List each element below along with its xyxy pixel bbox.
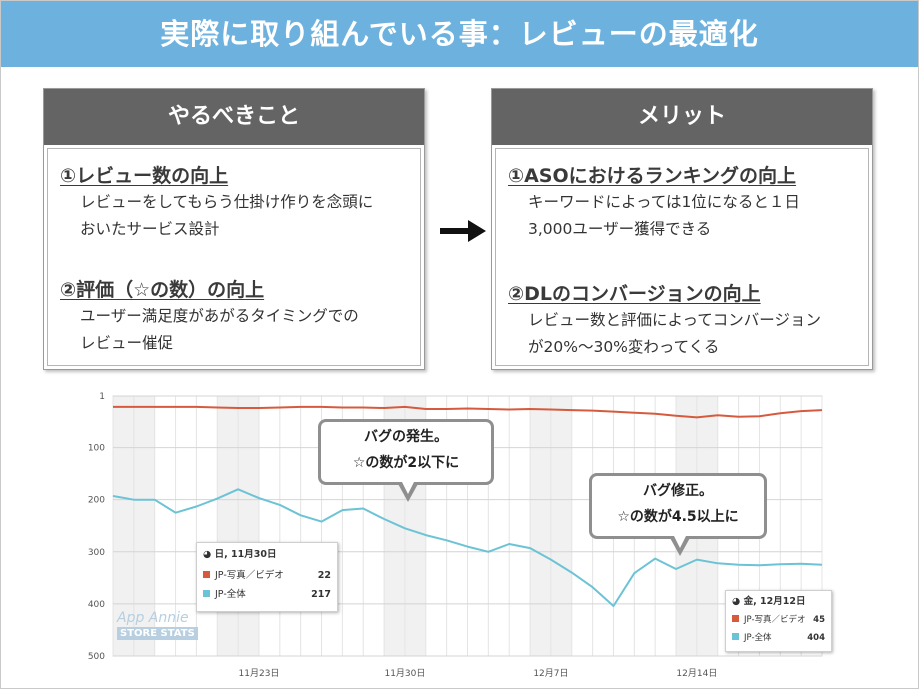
- app-annie-watermark: App Annie STORE STATS: [117, 610, 198, 640]
- tooltip-2-label-all: JP-全体: [744, 633, 772, 643]
- slide-title: 実際に取り組んでいる事：レビューの最適化: [1, 1, 918, 67]
- x-tick-label: 12月14日: [676, 668, 717, 679]
- tooltip-1-label-all: JP-全体: [215, 589, 246, 600]
- right-arrow-icon: [440, 220, 486, 246]
- merit-item-2-title: ②DLのコンバージョンの向上: [508, 283, 761, 305]
- y-tick-label: 200: [88, 496, 105, 506]
- y-tick-label: 500: [88, 652, 105, 662]
- x-tick-label: 11月23日: [239, 668, 280, 679]
- todo-panel-body: ①レビュー数の向上 レビューをしてもらう仕掛け作りを念頭に おいたサービス設計 …: [47, 148, 421, 366]
- clock-icon: ◕: [732, 596, 741, 607]
- tooltip-2-row-photo: JP-写真／ビデオ 45: [732, 613, 825, 627]
- x-tick-label: 11月30日: [384, 668, 425, 679]
- watermark-line1: App Annie: [117, 610, 189, 626]
- merit-item-1-title: ①ASOにおけるランキングの向上: [508, 165, 797, 187]
- merit-item-1-desc: キーワードによっては1位になると１日 3,000ユーザー獲得できる: [528, 193, 800, 238]
- callout-1-line2: ☆の数が2以下に: [352, 455, 460, 471]
- tooltip-2-date: 金, 12月12日: [743, 596, 806, 607]
- x-tick-label: 12月7日: [533, 668, 568, 679]
- todo-item-2-title: ②評価（☆の数）の向上: [60, 279, 265, 301]
- todo-item-1-desc: レビューをしてもらう仕掛け作りを念頭に おいたサービス設計: [80, 193, 374, 238]
- tooltip-1-label-photo: JP-写真／ビデオ: [215, 570, 284, 581]
- todo-panel-title: やるべきこと: [44, 89, 424, 145]
- tooltip-2-value-all: 404: [807, 633, 825, 643]
- series-line-photo-video: [113, 405, 823, 419]
- tooltip-1-row-all: JP-全体 217: [203, 588, 331, 602]
- chart-tooltip-nov30: ◕ 日, 11月30日 JP-写真／ビデオ 22 JP-全体 217: [196, 542, 338, 612]
- callout-2-line1: バグ修正。: [643, 483, 713, 499]
- tooltip-1-date-row: ◕ 日, 11月30日: [203, 548, 331, 562]
- y-tick-label: 400: [88, 600, 105, 610]
- merit-panel-title: メリット: [492, 89, 872, 145]
- callout-bug-fixed: バグ修正。 ☆の数が4.5以上に: [589, 473, 767, 539]
- todo-item-2-desc: ユーザー満足度があがるタイミングでの レビュー催促: [80, 307, 359, 352]
- watermark-line2: STORE STATS: [117, 627, 198, 640]
- tooltip-2-label-photo: JP-写真／ビデオ: [744, 615, 806, 625]
- legend-swatch-photo: [203, 571, 210, 578]
- callout-bug-occurred: バグの発生。 ☆の数が2以下に: [318, 419, 494, 485]
- y-tick-label: 100: [88, 444, 105, 454]
- todo-panel: やるべきこと ①レビュー数の向上 レビューをしてもらう仕掛け作りを念頭に おいた…: [43, 88, 425, 370]
- series-line-overall: [112, 488, 823, 607]
- tooltip-2-date-row: ◕ 金, 12月12日: [732, 595, 825, 609]
- tooltip-1-row-photo: JP-写真／ビデオ 22: [203, 569, 331, 583]
- todo-item-1-title: ①レビュー数の向上: [60, 165, 229, 187]
- legend-swatch-all: [732, 633, 739, 640]
- y-tick-label: 1: [99, 392, 105, 402]
- tooltip-1-value-photo: 22: [317, 570, 331, 581]
- tooltip-2-row-all: JP-全体 404: [732, 631, 825, 645]
- tooltip-1-date: 日, 11月30日: [214, 549, 277, 560]
- tooltip-1-value-all: 217: [311, 589, 331, 600]
- callout-1-line1: バグの発生。: [364, 429, 448, 445]
- callout-2-tail-inner: [673, 534, 687, 548]
- legend-swatch-photo: [732, 615, 739, 622]
- callout-1-tail-inner: [401, 480, 415, 494]
- legend-swatch-all: [203, 590, 210, 597]
- merit-panel-body: ①ASOにおけるランキングの向上 キーワードによっては1位になると１日 3,00…: [495, 148, 869, 366]
- chart-tooltip-dec12: ◕ 金, 12月12日 JP-写真／ビデオ 45 JP-全体 404: [725, 590, 832, 652]
- tooltip-2-value-photo: 45: [813, 615, 825, 625]
- merit-panel: メリット ①ASOにおけるランキングの向上 キーワードによっては1位になると１日…: [491, 88, 873, 370]
- y-tick-label: 300: [88, 548, 105, 558]
- clock-icon: ◕: [203, 549, 212, 560]
- merit-item-2-desc: レビュー数と評価によってコンバージョン が20%〜30%変わってくる: [528, 311, 821, 356]
- callout-2-line2: ☆の数が4.5以上に: [617, 509, 739, 525]
